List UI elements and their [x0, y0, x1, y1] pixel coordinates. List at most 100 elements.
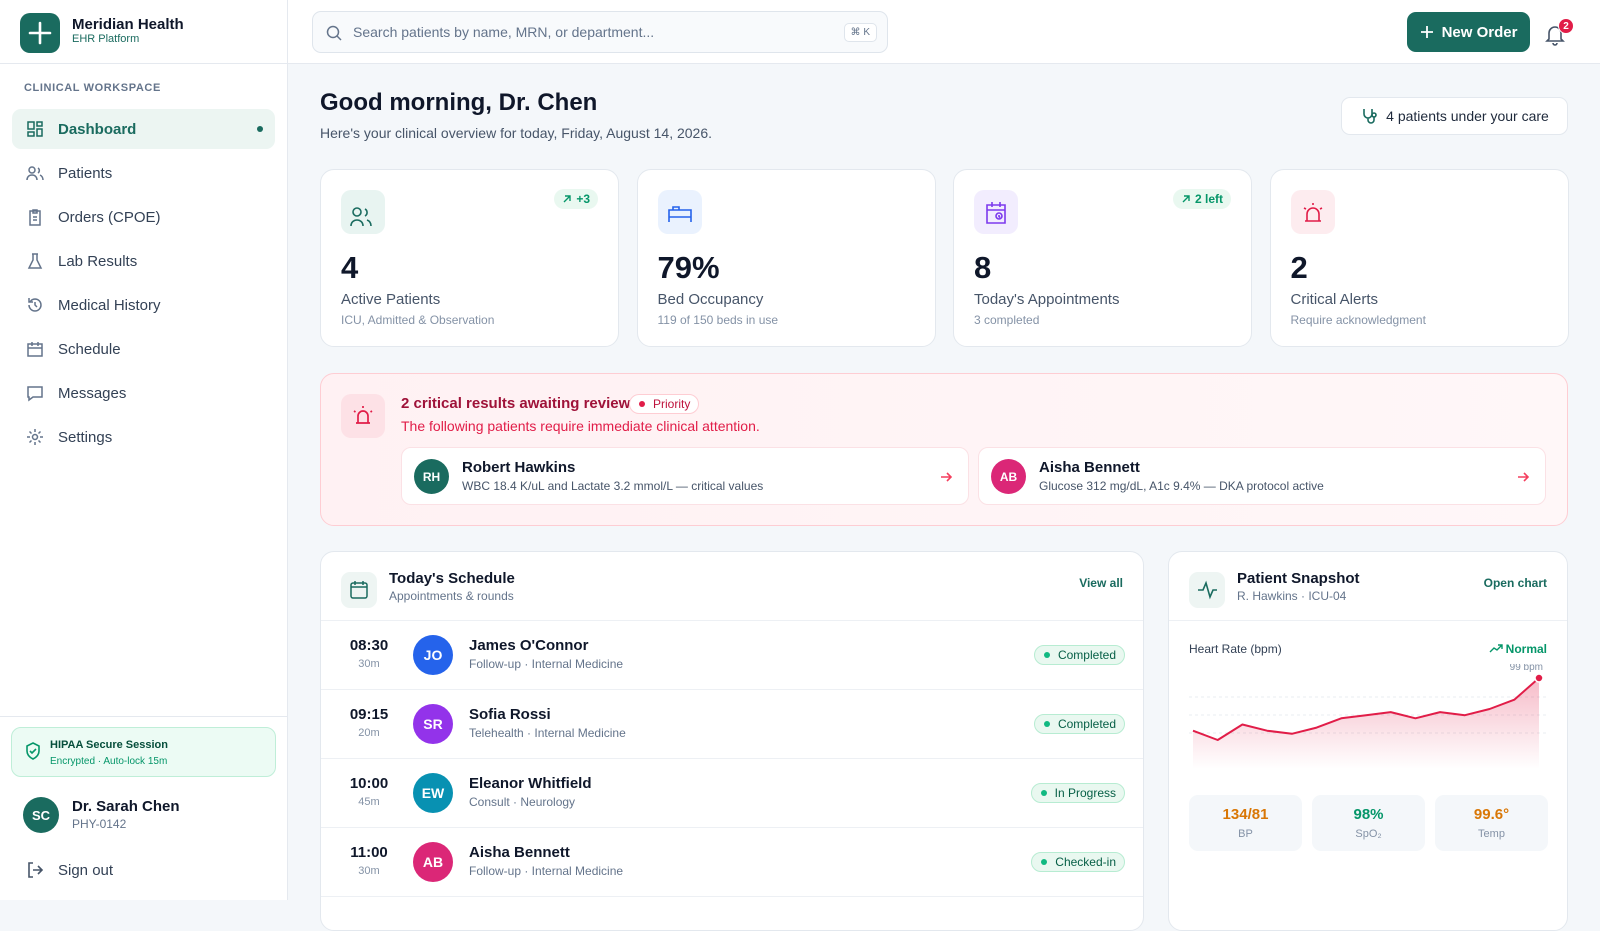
nav-item[interactable]: Messages	[12, 373, 275, 413]
stat-card: 2 Critical Alerts Require acknowledgment	[1269, 169, 1569, 347]
search-placeholder: Search patients by name, MRN, or departm…	[353, 24, 655, 40]
vital-box: 99.6° Temp	[1435, 795, 1548, 851]
nav-label: Schedule	[58, 340, 121, 358]
greeting-title: Good morning, Dr. Chen	[320, 89, 598, 116]
peak-label: 99 bpm	[1510, 664, 1543, 673]
nav-item[interactable]: Patients	[12, 153, 275, 193]
vital-box: 134/81 BP	[1189, 795, 1302, 851]
nav-item[interactable]: Settings	[12, 417, 275, 457]
status-label: Completed	[1057, 717, 1116, 731]
appt-detail: Consult · Neurology	[469, 795, 576, 809]
nav-item[interactable]: Lab Results	[12, 241, 275, 281]
stat-label: Today's Appointments	[974, 291, 1120, 308]
schedule-title: Today's Schedule	[389, 570, 515, 587]
topbar: Search patients by name, MRN, or departm…	[288, 0, 1600, 64]
appt-duration: 20m	[358, 727, 380, 739]
notifications[interactable]: 2	[1544, 18, 1574, 48]
nav-item[interactable]: Dashboard	[12, 109, 275, 149]
heart-rate-area	[1193, 678, 1539, 769]
new-order-button[interactable]: New Order	[1407, 12, 1530, 52]
open-chart-link[interactable]: Open chart	[1483, 576, 1547, 590]
care-badge: 4 patients under your care	[1341, 97, 1568, 135]
icon	[941, 472, 953, 482]
icon-path	[1303, 203, 1322, 222]
status-pill: In Progress	[1030, 783, 1125, 803]
appt-avatar: JO	[413, 635, 453, 675]
nav-icon	[27, 253, 43, 269]
icon-path	[350, 207, 372, 227]
stat-icon	[341, 190, 385, 234]
user-name: Dr. Sarah Chen	[72, 798, 180, 815]
nav-item[interactable]: Schedule	[12, 329, 275, 369]
vital-label: BP	[1238, 828, 1253, 840]
stat-detail: 3 completed	[974, 313, 1040, 327]
icon-path	[27, 342, 43, 357]
session-detail: Encrypted · Auto-lock 15m	[50, 756, 168, 767]
icon-path	[986, 202, 1006, 224]
nav-label: Settings	[58, 428, 113, 446]
schedule-row[interactable]: 09:15 20m SR Sofia Rossi Telehealth · Intern…	[321, 690, 1143, 759]
alert-icon	[341, 394, 385, 438]
trend-pill: +3	[554, 189, 598, 209]
search-box[interactable]: Search patients by name, MRN, or departm…	[312, 11, 888, 53]
stat-value: 79%	[657, 250, 720, 285]
patient-name: Robert Hawkins	[462, 459, 576, 476]
status-pill: Completed	[1033, 645, 1125, 665]
snapshot-title: Patient Snapshot	[1237, 570, 1360, 587]
schedule-row[interactable]: 11:00 30m AB Aisha Bennett Follow-up · Inter…	[321, 828, 1143, 897]
nav-icon	[29, 209, 41, 226]
icon-path	[1518, 472, 1530, 482]
icon-path	[27, 121, 43, 137]
heart-rate-line	[1192, 677, 1540, 741]
icon	[1518, 472, 1530, 482]
nav-item[interactable]: Orders (CPOE)	[12, 197, 275, 237]
nav-icon	[28, 298, 42, 312]
nav-label: Messages	[58, 384, 127, 402]
icon	[350, 207, 372, 227]
status-dot	[1040, 790, 1047, 796]
stat-icon	[1290, 190, 1335, 234]
icon-path	[28, 298, 42, 312]
stat-card: 2 left 8 Today's Appointments 3 completed	[953, 169, 1252, 347]
appt-avatar: AB	[413, 842, 453, 882]
section-label: CLINICAL WORKSPACE	[24, 82, 161, 94]
status-dot	[1043, 721, 1050, 727]
icon-path	[667, 206, 692, 222]
dot	[1043, 721, 1050, 727]
brand-subtitle: EHR Platform	[72, 33, 140, 45]
new-order-label: New Order	[1441, 23, 1518, 41]
alert-patient[interactable]: RH Robert Hawkins WBC 18.4 K/uL and Lactat…	[401, 447, 969, 505]
schedule-row[interactable]: 10:00 45m EW Eleanor Whitfield Consult · Neu…	[321, 759, 1143, 828]
stat-card: +3 4 Active Patients ICU, Admitted & Observ…	[320, 169, 619, 347]
stat-detail: Require acknowledgment	[1290, 313, 1426, 327]
session-title: HIPAA Secure Session	[50, 739, 168, 751]
logo	[20, 13, 60, 53]
trend-label: +3	[576, 192, 590, 206]
care-badge-label: 4 patients under your care	[1386, 108, 1549, 124]
schedule-row[interactable]: 08:30 30m JO James O'Connor Follow-up · Inte…	[321, 621, 1143, 690]
patient-name: Aisha Bennett	[1039, 459, 1140, 476]
nav-icon	[27, 342, 43, 357]
vital-label: Temp	[1478, 828, 1505, 840]
notification-count: 2	[1558, 18, 1574, 34]
alert-patient[interactable]: AB Aisha Bennett Glucose 312 mg/dL, A1c 9.…	[978, 447, 1546, 505]
appt-time: 09:15	[349, 706, 389, 723]
heart-rate-chart: 99 bpm	[1189, 664, 1549, 769]
nav-item[interactable]: Medical History	[12, 285, 275, 325]
view-all-link[interactable]: View all	[1079, 576, 1123, 590]
status-label: Checked-in	[1055, 855, 1116, 869]
divider	[321, 620, 1143, 621]
nav-label: Patients	[58, 164, 113, 182]
vital-box: 98% SpO₂	[1312, 795, 1425, 851]
status-pill: Checked-in	[1031, 852, 1125, 872]
divider	[0, 716, 287, 717]
schedule-icon	[341, 572, 377, 608]
icon-path	[27, 429, 43, 445]
patient-detail: Glucose 312 mg/dL, A1c 9.4% — DKA protoc…	[1039, 479, 1324, 493]
schedule-subtitle: Appointments & rounds	[389, 589, 514, 603]
stat-icon	[974, 190, 1018, 234]
stat-card: 79% Bed Occupancy 119 of 150 beds in use	[636, 169, 936, 347]
sign-out[interactable]: Sign out	[12, 850, 275, 890]
appt-duration: 45m	[358, 796, 380, 808]
stat-detail: 119 of 150 beds in use	[657, 313, 779, 327]
